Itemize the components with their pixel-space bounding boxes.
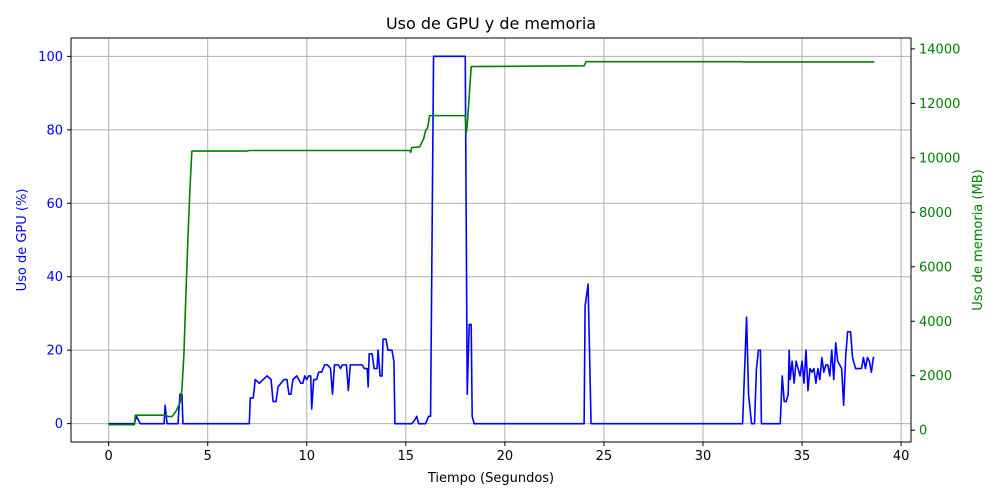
right-y-tick-label: 8000 bbox=[919, 206, 952, 221]
right-y-tick-label: 10000 bbox=[919, 151, 960, 166]
x-tick-label: 35 bbox=[794, 449, 811, 464]
left-y-tick-label: 100 bbox=[38, 50, 63, 65]
x-tick-label: 15 bbox=[398, 449, 415, 464]
x-tick-label: 25 bbox=[596, 449, 613, 464]
right-y-tick-label: 0 bbox=[919, 424, 927, 439]
left-y-axis-ticks: 0 20 40 60 80 100 bbox=[38, 50, 71, 432]
left-y-tick-label: 60 bbox=[46, 197, 63, 212]
series-layer bbox=[108, 55, 875, 426]
x-tick-label: 5 bbox=[204, 449, 212, 464]
left-y-tick-label: 20 bbox=[46, 344, 63, 359]
gridlines bbox=[71, 38, 911, 442]
left-y-tick-label: 0 bbox=[55, 417, 63, 432]
x-tick-label: 20 bbox=[497, 449, 514, 464]
x-tick-label: 40 bbox=[893, 449, 910, 464]
right-y-tick-label: 6000 bbox=[919, 260, 952, 275]
right-y-tick-label: 14000 bbox=[919, 42, 960, 57]
x-axis-ticks: 0 5 10 15 20 25 30 35 40 bbox=[105, 442, 910, 464]
x-tick-label: 30 bbox=[695, 449, 712, 464]
left-y-tick-label: 80 bbox=[46, 123, 63, 138]
x-tick-label: 0 bbox=[105, 449, 113, 464]
right-y-tick-label: 4000 bbox=[919, 315, 952, 330]
x-axis-title: Tiempo (Segundos) bbox=[427, 471, 554, 486]
left-y-axis-title: Uso de GPU (%) bbox=[15, 189, 30, 292]
left-y-tick-label: 40 bbox=[46, 270, 63, 285]
right-y-tick-label: 2000 bbox=[919, 369, 952, 384]
plot-frame bbox=[70, 37, 912, 443]
right-y-tick-label: 12000 bbox=[919, 97, 960, 112]
chart-title: Uso de GPU y de memoria bbox=[386, 14, 596, 33]
right-y-axis-title: Uso de memoria (MB) bbox=[971, 169, 986, 310]
memory-usage-line bbox=[108, 60, 875, 426]
x-tick-label: 10 bbox=[298, 449, 315, 464]
right-y-axis-ticks: 0 2000 4000 6000 8000 10000 12000 14000 bbox=[911, 42, 960, 439]
gpu-usage-line bbox=[108, 55, 875, 425]
